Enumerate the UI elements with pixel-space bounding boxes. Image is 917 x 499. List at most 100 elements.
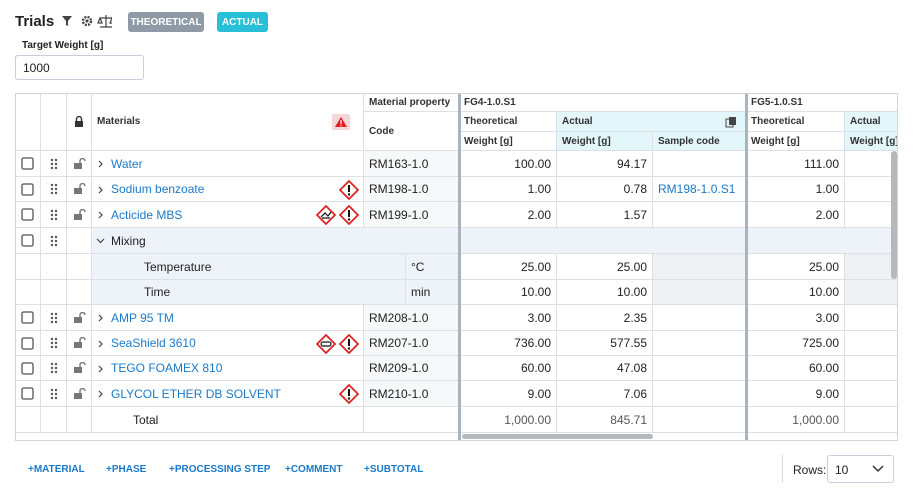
unlock-icon[interactable] (73, 362, 86, 374)
actual-button[interactable]: ACTUAL (217, 12, 268, 32)
header-materials: Materials (92, 94, 364, 151)
hazard-pictogram (339, 205, 359, 225)
header-weight-actual: Weight [g] (845, 132, 897, 151)
collapse-icon[interactable] (96, 237, 105, 245)
hazard-pictogram (339, 384, 359, 404)
row-drag (41, 305, 67, 331)
drag-handle[interactable] (50, 183, 58, 195)
add-subtotal[interactable]: +SUBTOTAL (364, 464, 424, 475)
checkbox[interactable] (21, 387, 34, 400)
material-name: Acticide MBS (92, 202, 364, 228)
checkbox[interactable] (21, 157, 34, 170)
material-code: RM163-1.0 (364, 151, 459, 177)
header-sample-code: Sample code (653, 132, 746, 151)
material-link[interactable]: TEGO FOAMEX 810 (111, 361, 223, 375)
sample-code[interactable]: RM198-1.0.S1 (653, 177, 746, 202)
fg5-actual-weight (845, 254, 897, 280)
unlock-icon[interactable] (73, 387, 86, 400)
drag-handle[interactable] (50, 235, 58, 247)
material-link[interactable]: SeaShield 3610 (111, 336, 196, 350)
fg4-theoretical-weight: 2.00 (459, 202, 557, 228)
copy-icon[interactable] (725, 116, 737, 128)
material-link[interactable]: Water (111, 156, 143, 171)
header-lock (67, 94, 92, 151)
step-property: Time (92, 280, 406, 305)
add-phase[interactable]: +PHASE (106, 464, 147, 475)
material-name: Water (92, 151, 364, 177)
expand-icon[interactable] (98, 211, 104, 219)
fg4-theoretical-weight: 1.00 (459, 177, 557, 202)
hazard-filter[interactable] (332, 114, 350, 130)
material-link[interactable]: GLYCOL ETHER DB SOLVENT (111, 386, 281, 401)
fg5-actual-weight (845, 407, 897, 433)
row-select (16, 254, 41, 280)
horizontal-scrollbar[interactable] (462, 434, 653, 439)
step-unit: min (406, 280, 459, 305)
unlock-icon[interactable] (73, 311, 86, 324)
header-actual: Actual (845, 112, 897, 132)
checkbox[interactable] (21, 361, 34, 375)
drag-handle[interactable] (50, 388, 58, 400)
unlock-icon[interactable] (73, 157, 86, 170)
add-comment[interactable]: +COMMENT (285, 464, 343, 475)
checkbox[interactable] (21, 234, 34, 247)
header-trial: FG5-1.0.S1 (746, 94, 897, 112)
drag-handle[interactable] (50, 312, 58, 324)
checkbox[interactable] (21, 311, 34, 324)
material-name: Sodium benzoate (92, 177, 364, 202)
row-select (16, 407, 41, 433)
fg5-actual-weight (845, 356, 897, 381)
checkbox[interactable] (21, 182, 34, 196)
sample-code (653, 305, 746, 331)
add-material[interactable]: +MATERIAL (28, 464, 85, 475)
fg5-actual-weight (845, 177, 897, 202)
rows-select[interactable]: 10 (827, 455, 894, 483)
add-processing-step[interactable]: +PROCESSING STEP (169, 464, 271, 475)
row-lock (67, 381, 92, 407)
drag-handle[interactable] (50, 337, 58, 349)
unlock-icon[interactable] (73, 183, 86, 195)
expand-icon[interactable] (98, 186, 104, 194)
row-select (16, 280, 41, 305)
theoretical-button[interactable]: THEORETICAL (128, 12, 204, 32)
drag-handle[interactable] (50, 209, 58, 221)
row-lock (67, 228, 92, 254)
fg4-theoretical-weight: 9.00 (459, 381, 557, 407)
expand-icon[interactable] (98, 390, 104, 398)
unlock-icon[interactable] (73, 337, 86, 349)
drag-handle[interactable] (50, 362, 58, 374)
expand-icon[interactable] (98, 160, 104, 168)
fg5-theoretical-weight: 60.00 (746, 356, 845, 381)
row-drag (41, 254, 67, 280)
step-property: Temperature (92, 254, 406, 280)
hazard-pictogram (316, 334, 336, 354)
row-lock (67, 356, 92, 381)
expand-icon[interactable] (98, 365, 104, 373)
fg4-actual-weight: 0.78 (557, 177, 653, 202)
vertical-scrollbar[interactable] (891, 151, 897, 279)
phase-label: Mixing (111, 233, 146, 248)
drag-handle[interactable] (50, 158, 58, 170)
expand-icon[interactable] (98, 314, 104, 322)
row-select (16, 381, 41, 407)
header-code: Code (364, 112, 459, 151)
sample-code (653, 280, 746, 305)
expand-icon[interactable] (98, 340, 104, 348)
toolbar-icons[interactable] (60, 14, 112, 28)
fg5-theoretical-weight: 10.00 (746, 280, 845, 305)
target-weight-input[interactable]: 1000 (15, 55, 144, 80)
row-drag (41, 177, 67, 202)
rows-label: Rows: (793, 463, 827, 477)
material-link[interactable]: AMP 95 TM (111, 310, 174, 325)
row-drag (41, 331, 67, 356)
fg5-actual-weight (845, 151, 897, 177)
checkbox[interactable] (21, 336, 34, 350)
unlock-icon[interactable] (73, 208, 86, 221)
checkbox[interactable] (21, 208, 34, 221)
material-link[interactable]: Acticide MBS (111, 207, 183, 222)
row-lock (67, 202, 92, 228)
group-separator (458, 94, 461, 440)
fg4-theoretical-weight: 10.00 (459, 280, 557, 305)
material-code: RM209-1.0 (364, 356, 459, 381)
material-link[interactable]: Sodium benzoate (111, 182, 205, 196)
